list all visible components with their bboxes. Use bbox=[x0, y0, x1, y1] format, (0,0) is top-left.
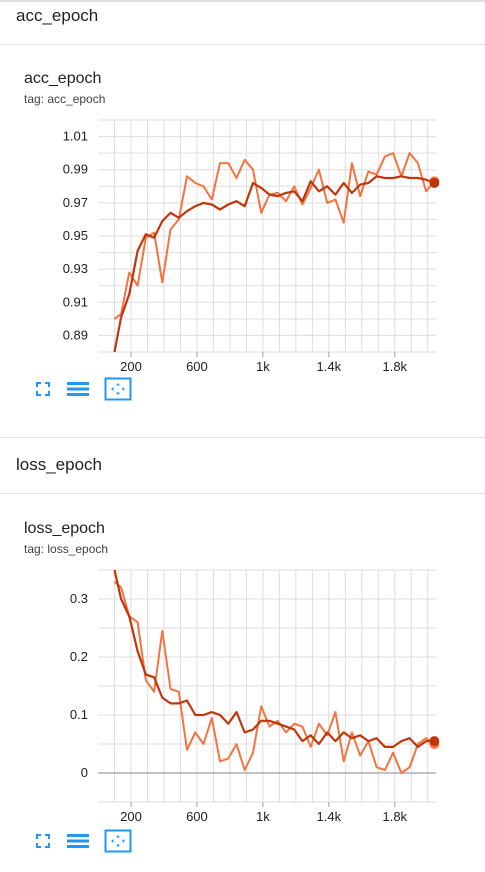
section-divider bbox=[0, 493, 485, 494]
raw-series-line bbox=[113, 152, 436, 320]
fit-domain-icon[interactable] bbox=[104, 377, 132, 401]
y-tick-label: 0.2 bbox=[70, 649, 88, 664]
card-title-acc: acc_epoch bbox=[24, 70, 102, 87]
section-divider bbox=[0, 437, 485, 438]
card-title-loss: loss_epoch bbox=[24, 520, 105, 537]
y-tick-label: 0.91 bbox=[63, 294, 88, 309]
x-tick-label: 1.8k bbox=[382, 809, 407, 822]
smoothed-end-marker bbox=[429, 177, 440, 188]
raw-series-line bbox=[113, 580, 435, 774]
fullscreen-icon[interactable] bbox=[34, 832, 52, 850]
x-tick-label: 1.4k bbox=[317, 359, 342, 372]
x-tick-label: 200 bbox=[120, 359, 142, 372]
y-tick-label: 0.99 bbox=[63, 162, 88, 177]
x-tick-label: 1.8k bbox=[382, 359, 407, 372]
fit-domain-icon[interactable] bbox=[104, 829, 132, 853]
card-tag-loss: tag: loss_epoch bbox=[24, 542, 109, 556]
top-edge bbox=[0, 0, 485, 2]
y-tick-label: 0.1 bbox=[70, 707, 88, 722]
y-tick-label: 0 bbox=[81, 765, 88, 780]
x-tick-label: 1.4k bbox=[317, 809, 342, 822]
y-tick-label: 1.01 bbox=[63, 129, 88, 144]
card-tag-acc: tag: acc_epoch bbox=[24, 92, 106, 106]
fullscreen-icon[interactable] bbox=[34, 380, 52, 398]
y-tick-label: 0.89 bbox=[63, 327, 88, 342]
x-tick-label: 1k bbox=[256, 809, 270, 822]
smoothed-end-marker bbox=[429, 736, 440, 747]
chart-toolbar-loss bbox=[34, 829, 132, 853]
y-tick-label: 0.93 bbox=[63, 261, 88, 276]
y-tick-label: 0.3 bbox=[70, 591, 88, 606]
section-heading-acc[interactable]: acc_epoch bbox=[16, 6, 99, 25]
acc-epoch-chart[interactable]: 0.89 0.91 0.93 0.95 0.97 0.99 1.01 200 600 1k 1.4k… bbox=[0, 110, 485, 372]
x-tick-label: 600 bbox=[186, 359, 208, 372]
y-tick-label: 0.97 bbox=[63, 195, 88, 210]
x-tick-label: 600 bbox=[186, 809, 208, 822]
smoothed-series-line bbox=[113, 570, 435, 748]
smoothed-series-line bbox=[113, 175, 435, 352]
x-tick-label: 1k bbox=[256, 359, 270, 372]
section-heading-loss[interactable]: loss_epoch bbox=[16, 455, 103, 474]
x-tick-label: 200 bbox=[120, 809, 142, 822]
section-divider bbox=[0, 44, 485, 45]
chart-toolbar-acc bbox=[34, 377, 132, 401]
loss-epoch-chart[interactable]: 0 0.1 0.2 0.3 200 600 1k 1.4k 1.8k bbox=[0, 560, 485, 822]
data-series-icon[interactable] bbox=[66, 380, 90, 398]
y-tick-label: 0.95 bbox=[63, 228, 88, 243]
data-series-icon[interactable] bbox=[66, 832, 90, 850]
